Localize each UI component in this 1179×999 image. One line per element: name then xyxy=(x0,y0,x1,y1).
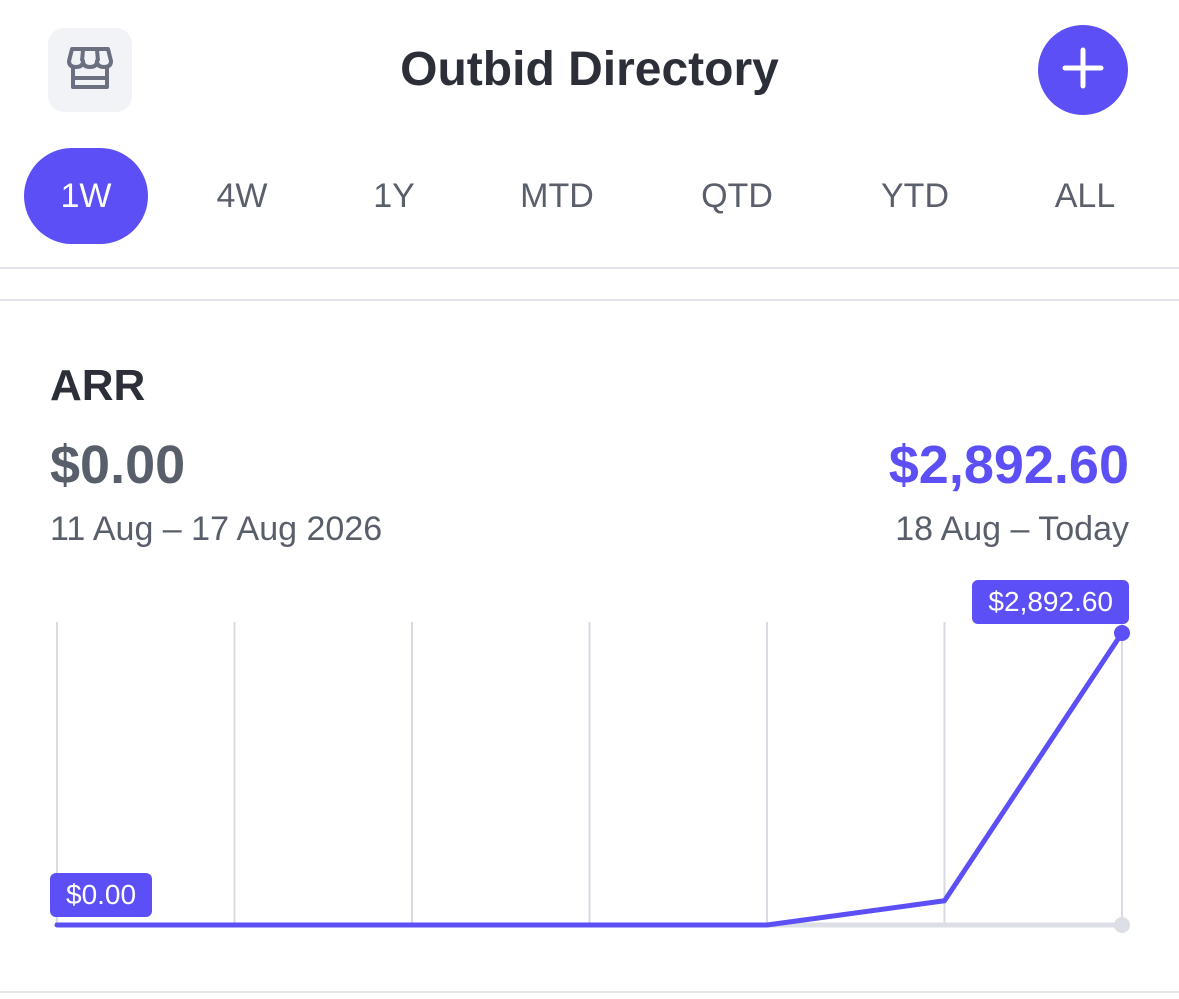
chart-series-line xyxy=(54,630,1125,928)
tabs-divider xyxy=(0,267,1179,269)
tab-all[interactable]: ALL xyxy=(1054,177,1116,215)
previous-value: $0.00 xyxy=(50,435,186,495)
add-button[interactable] xyxy=(1038,25,1128,115)
storefront-icon xyxy=(66,45,114,96)
current-range: 18 Aug – Today xyxy=(895,510,1129,548)
tab-mtd[interactable]: MTD xyxy=(520,177,594,215)
tab-ytd[interactable]: YTD xyxy=(881,177,949,215)
period-tabs: 1W 4W 1Y MTD QTD YTD ALL xyxy=(0,148,1179,244)
chart-baseline-end xyxy=(1114,917,1130,933)
chart-start-label: $0.00 xyxy=(50,873,153,917)
header: Outbid Directory xyxy=(0,0,1179,140)
chart-end-point xyxy=(1114,625,1130,641)
store-button[interactable] xyxy=(48,28,132,112)
metric-title: ARR xyxy=(50,361,146,410)
section-divider xyxy=(0,299,1179,301)
bottom-divider xyxy=(0,991,1179,993)
current-value: $2,892.60 xyxy=(888,435,1129,495)
chart-end-label: $2,892.60 xyxy=(972,580,1129,624)
previous-range: 11 Aug – 17 Aug 2026 xyxy=(50,510,383,548)
plus-icon xyxy=(1060,45,1106,96)
page-title: Outbid Directory xyxy=(400,43,779,96)
tab-1y[interactable]: 1Y xyxy=(373,177,415,215)
tab-qtd[interactable]: QTD xyxy=(701,177,773,215)
tab-4w[interactable]: 4W xyxy=(216,177,268,215)
tab-1w[interactable]: 1W xyxy=(24,148,148,244)
